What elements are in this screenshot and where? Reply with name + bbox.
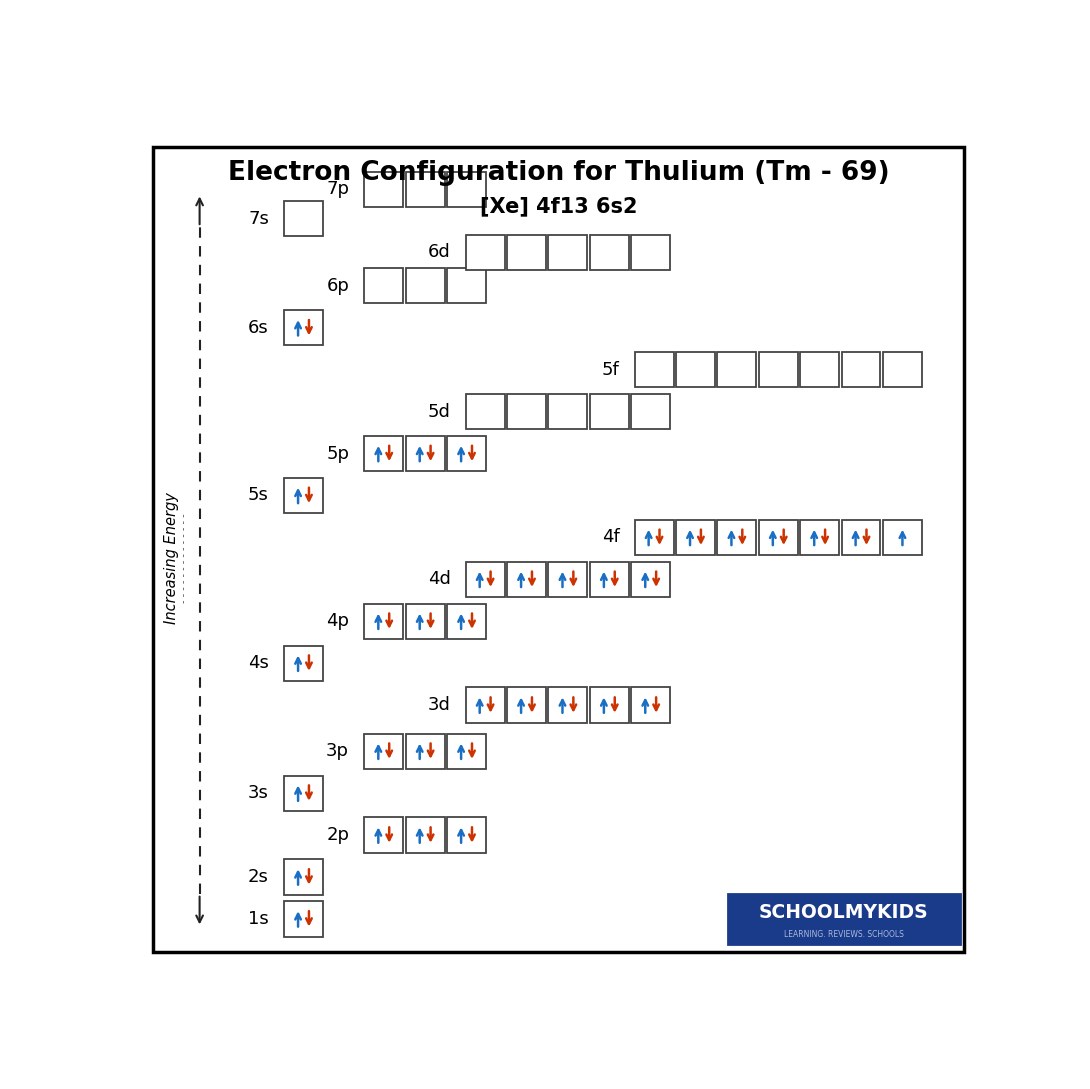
Bar (447, 734, 486, 769)
Bar (717, 519, 756, 555)
Text: 5f: 5f (602, 360, 619, 379)
Bar (590, 562, 629, 597)
Text: 3p: 3p (326, 743, 349, 760)
Bar (465, 687, 505, 723)
Text: 6d: 6d (427, 243, 450, 261)
Bar (548, 687, 588, 723)
Text: SCHOOLMYKIDS: SCHOOLMYKIDS (759, 904, 929, 922)
Bar (465, 234, 505, 270)
Bar (759, 519, 798, 555)
Bar (284, 646, 323, 681)
Bar (800, 519, 839, 555)
Text: [Xe] 4f13 6s2: [Xe] 4f13 6s2 (480, 196, 638, 216)
Text: 5p: 5p (326, 444, 349, 463)
Bar (590, 394, 629, 429)
Text: 3s: 3s (249, 784, 269, 803)
Bar (590, 687, 629, 723)
Bar (800, 352, 839, 388)
Text: 6p: 6p (326, 277, 349, 295)
Bar (364, 603, 403, 639)
Text: 5d: 5d (427, 403, 450, 420)
Text: 3d: 3d (427, 696, 450, 714)
Bar (364, 172, 403, 207)
Bar (284, 902, 323, 937)
Bar (507, 687, 546, 723)
Bar (405, 734, 445, 769)
Bar (631, 687, 670, 723)
Text: - - - - - - - - - - - - - -: - - - - - - - - - - - - - - (179, 514, 189, 603)
Bar (364, 268, 403, 304)
Text: 4f: 4f (602, 528, 619, 547)
Bar (284, 201, 323, 236)
Text: 4s: 4s (249, 654, 269, 672)
Text: Increasing Energy: Increasing Energy (165, 492, 179, 624)
Bar (631, 562, 670, 597)
Bar (507, 234, 546, 270)
Text: 5s: 5s (249, 487, 269, 504)
Bar (405, 268, 445, 304)
Bar (548, 234, 588, 270)
Bar (883, 519, 922, 555)
Bar (634, 352, 674, 388)
Bar (465, 394, 505, 429)
Bar (507, 562, 546, 597)
Bar (364, 436, 403, 472)
Bar (634, 519, 674, 555)
Bar (405, 603, 445, 639)
Bar (405, 818, 445, 853)
Bar (447, 436, 486, 472)
Bar (447, 172, 486, 207)
Bar (841, 352, 881, 388)
Bar (590, 234, 629, 270)
Bar (728, 894, 960, 944)
Bar (405, 172, 445, 207)
Bar (465, 562, 505, 597)
Bar (631, 394, 670, 429)
Text: 7s: 7s (249, 210, 269, 228)
Bar (676, 352, 715, 388)
Bar (548, 562, 588, 597)
Bar (717, 352, 756, 388)
Text: LEARNING. REVIEWS. SCHOOLS: LEARNING. REVIEWS. SCHOOLS (784, 930, 904, 940)
Bar (631, 234, 670, 270)
Bar (759, 352, 798, 388)
Bar (364, 818, 403, 853)
Bar (676, 519, 715, 555)
Bar (841, 519, 881, 555)
Text: 2s: 2s (249, 868, 269, 886)
Bar (364, 734, 403, 769)
Bar (548, 394, 588, 429)
Bar (447, 268, 486, 304)
Bar (284, 310, 323, 345)
Bar (405, 436, 445, 472)
Text: 1s: 1s (249, 910, 269, 928)
Bar (447, 818, 486, 853)
Bar (447, 603, 486, 639)
Bar (284, 478, 323, 513)
Text: 7p: 7p (326, 181, 349, 198)
Text: 6s: 6s (249, 319, 269, 337)
Text: 4d: 4d (427, 571, 450, 588)
Text: Electron Configuration for Thulium (Tm - 69): Electron Configuration for Thulium (Tm -… (228, 160, 889, 185)
Bar (883, 352, 922, 388)
Bar (284, 859, 323, 894)
Text: 4p: 4p (326, 612, 349, 631)
Bar (507, 394, 546, 429)
Bar (284, 775, 323, 810)
Text: 2p: 2p (326, 827, 349, 844)
